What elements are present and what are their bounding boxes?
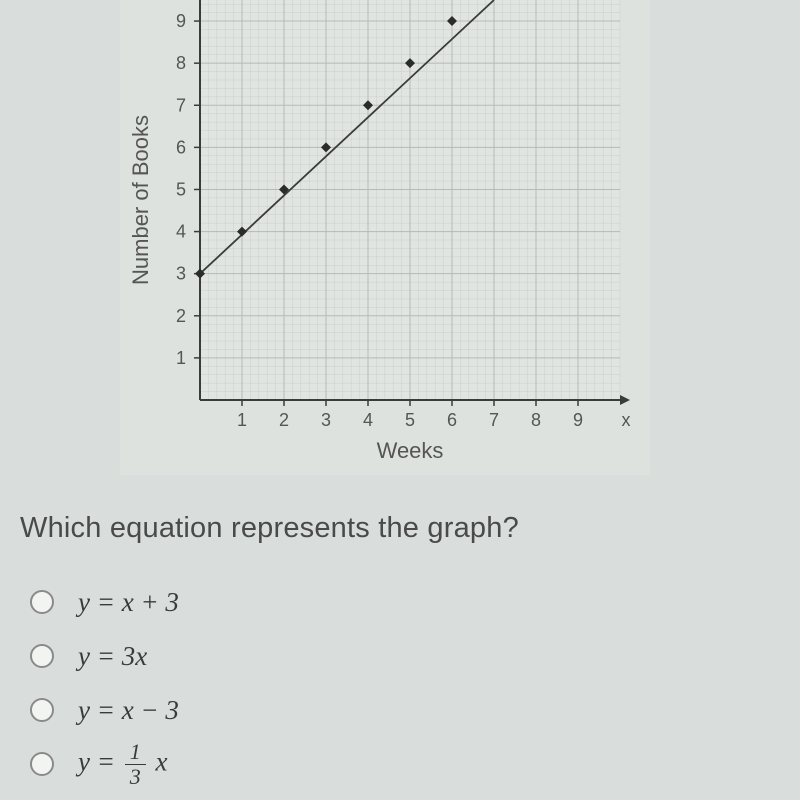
- svg-text:9: 9: [176, 11, 186, 31]
- chart-svg: 1 2 3 4 5 6 7 8 9 x 1 2 3 4 5 6 7 8 9 Weeks Number of Books: [120, 0, 650, 475]
- svg-text:7: 7: [176, 95, 186, 115]
- svg-text:1: 1: [176, 348, 186, 368]
- svg-text:5: 5: [176, 179, 186, 199]
- svg-text:3: 3: [176, 264, 186, 284]
- options-group: y = x + 3 y = 3x y = x − 3 y = 13 x: [30, 582, 179, 798]
- svg-text:7: 7: [489, 410, 499, 430]
- option-d-label: y = 13 x: [78, 741, 167, 788]
- svg-text:6: 6: [176, 137, 186, 157]
- svg-text:Weeks: Weeks: [377, 438, 444, 463]
- svg-text:5: 5: [405, 410, 415, 430]
- radio-icon[interactable]: [30, 590, 54, 614]
- svg-text:8: 8: [176, 53, 186, 73]
- option-c[interactable]: y = x − 3: [30, 690, 179, 730]
- option-b[interactable]: y = 3x: [30, 636, 179, 676]
- option-b-label: y = 3x: [78, 641, 147, 672]
- svg-text:8: 8: [531, 410, 541, 430]
- svg-text:Number of Books: Number of Books: [128, 115, 153, 285]
- svg-text:2: 2: [176, 306, 186, 326]
- svg-text:6: 6: [447, 410, 457, 430]
- svg-text:x: x: [622, 410, 631, 430]
- svg-text:2: 2: [279, 410, 289, 430]
- chart: 1 2 3 4 5 6 7 8 9 x 1 2 3 4 5 6 7 8 9 Weeks Number of Books: [120, 0, 650, 475]
- option-a[interactable]: y = x + 3: [30, 582, 179, 622]
- svg-text:9: 9: [573, 410, 583, 430]
- option-c-label: y = x − 3: [78, 695, 179, 726]
- question-text: Which equation represents the graph?: [20, 512, 519, 545]
- svg-text:3: 3: [321, 410, 331, 430]
- option-a-label: y = x + 3: [78, 587, 179, 618]
- svg-text:4: 4: [176, 222, 186, 242]
- option-d[interactable]: y = 13 x: [30, 744, 179, 784]
- svg-text:4: 4: [363, 410, 373, 430]
- radio-icon[interactable]: [30, 644, 54, 668]
- radio-icon[interactable]: [30, 752, 54, 776]
- radio-icon[interactable]: [30, 698, 54, 722]
- svg-text:1: 1: [237, 410, 247, 430]
